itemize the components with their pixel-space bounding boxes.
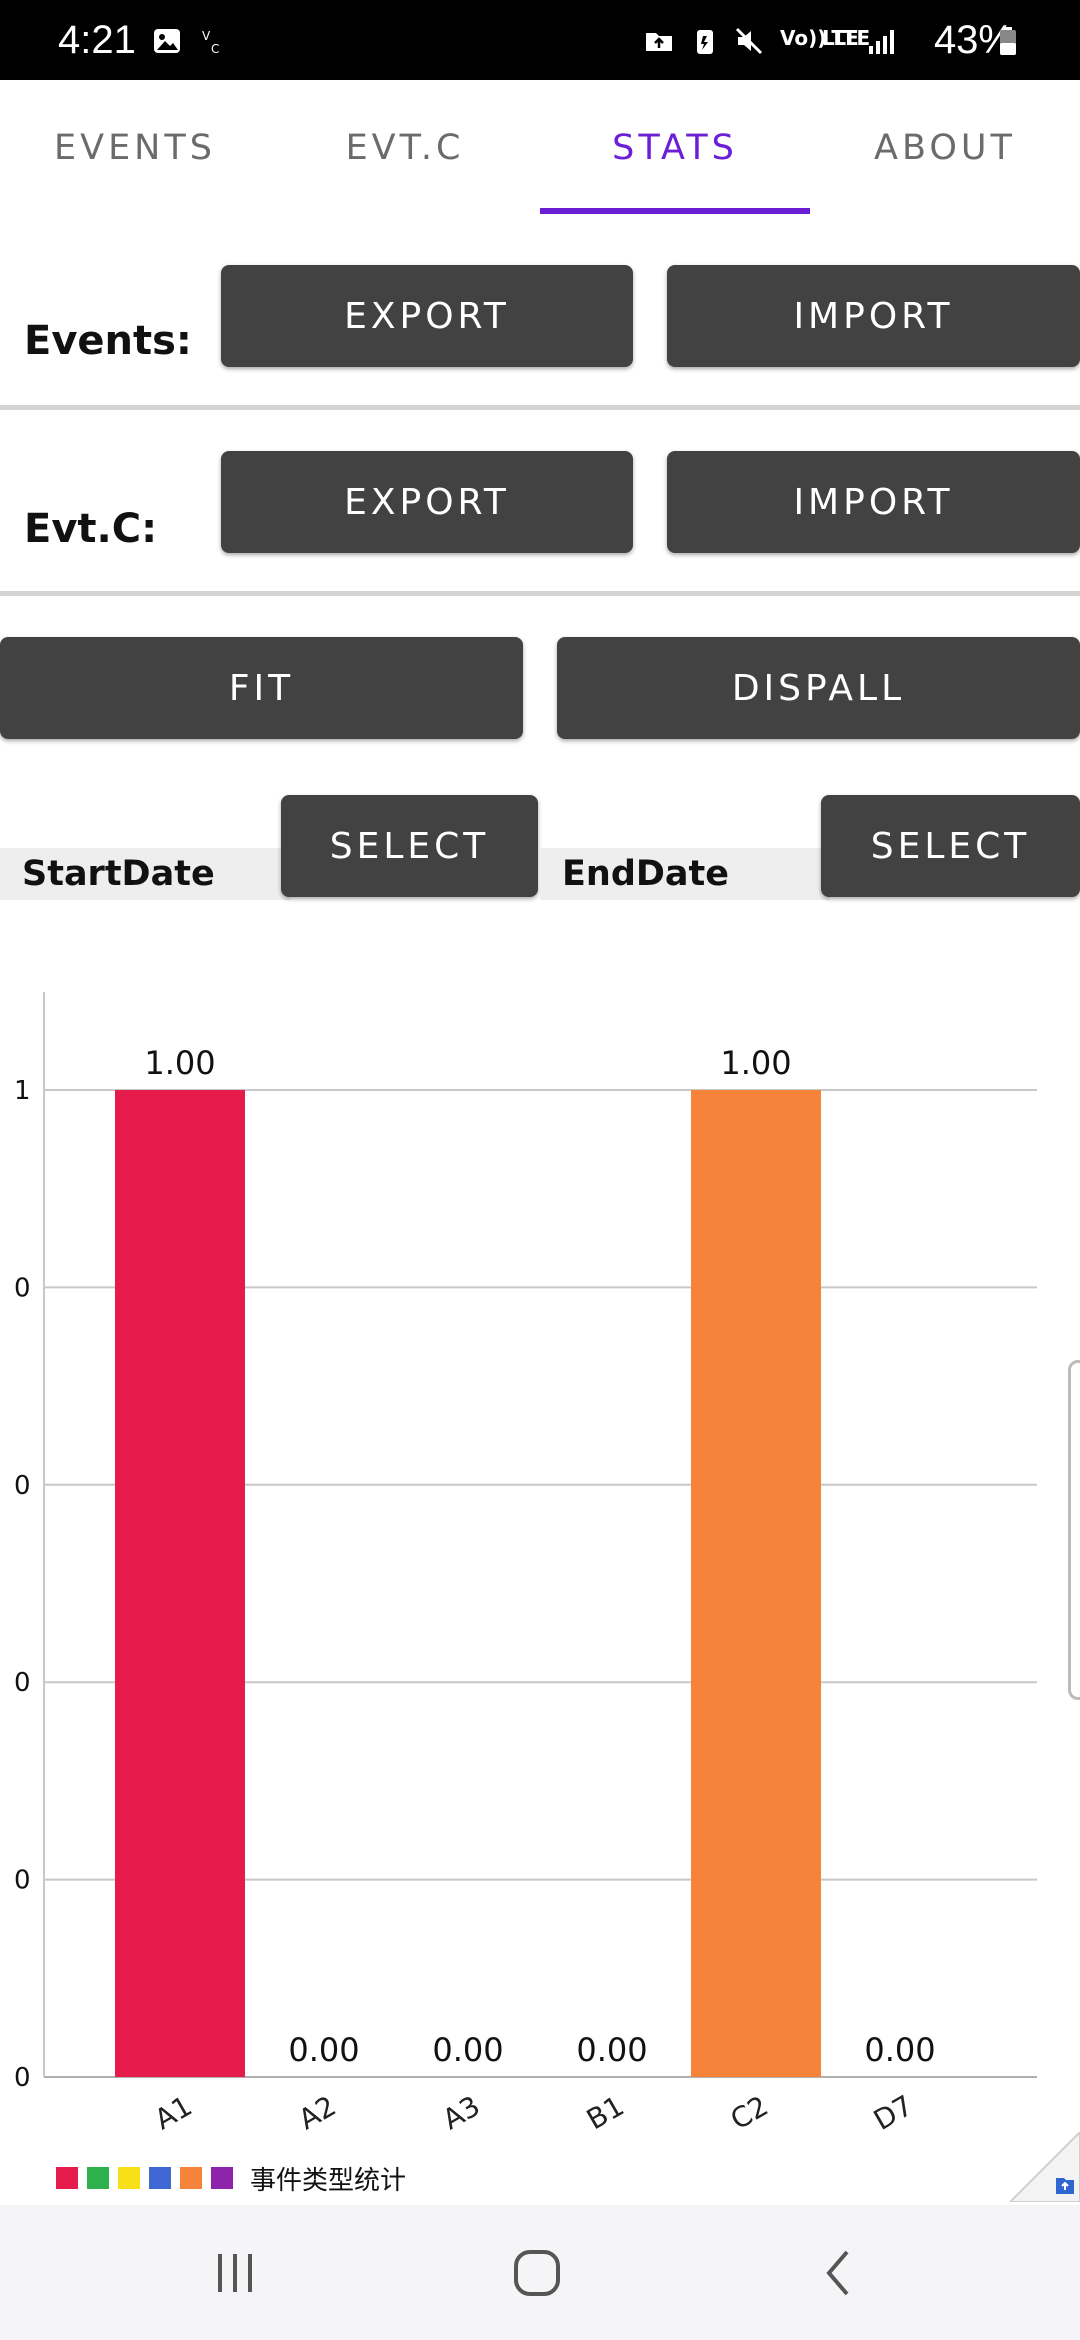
y-tick-label: 0 [14,1668,31,1698]
home-icon [514,2249,560,2296]
chart-legend: 事件类型统计 [56,2158,406,2198]
tab-bar: EVENTS EVT.C STATS ABOUT [0,80,1080,216]
bar-c2[interactable] [691,1090,821,2077]
events-import-button[interactable]: IMPORT [667,265,1080,367]
y-tick-label: 0 [14,1866,31,1896]
end-date-label: EndDate [540,848,830,900]
battery-icon [1000,27,1016,55]
legend-swatch [180,2167,202,2189]
tab-stats[interactable]: STATS [612,128,738,168]
navigation-bar [0,2205,1080,2340]
data-label: 1.00 [720,1044,791,1082]
x-tick-label: C2 [725,2089,774,2136]
start-date-select-button[interactable]: SELECT [281,795,538,897]
mute-icon [735,27,763,55]
x-tick-label: D7 [868,2089,919,2137]
data-label: 0.00 [288,2031,359,2069]
back-button[interactable] [740,2205,940,2340]
data-label: 0.00 [576,2031,647,2069]
gallery-icon [154,29,180,53]
corner-share-icon[interactable] [1010,2132,1080,2202]
x-tick-label: A3 [437,2089,486,2136]
vpn-icon: V C [202,29,219,56]
tab-evt-c[interactable]: EVT.C [345,128,465,168]
evtc-label: Evt.C: [24,506,158,552]
divider [0,591,1080,596]
fit-button[interactable]: FIT [0,637,523,739]
tab-events[interactable]: EVENTS [54,128,216,168]
status-time: 4:21 [58,18,136,62]
volte-label: Vo)) LTE [780,26,871,50]
legend-swatch [149,2167,171,2189]
x-tick-label: A1 [149,2089,198,2136]
active-tab-indicator [540,208,810,214]
y-tick-label: 1 [14,1076,31,1106]
evtc-export-button[interactable]: EXPORT [221,451,633,553]
events-export-button[interactable]: EXPORT [221,265,633,367]
legend-label: 事件类型统计 [250,2165,407,2196]
y-tick-label: 0 [14,1273,31,1303]
end-date-select-button[interactable]: SELECT [821,795,1080,897]
recent-apps-button[interactable] [135,2205,335,2340]
legend-swatch [56,2167,78,2189]
bar-a1[interactable] [115,1090,245,2077]
legend-swatch [118,2167,140,2189]
events-label: Events: [24,318,192,364]
x-tick-label: B1 [581,2089,630,2136]
back-icon [826,2250,849,2295]
dispall-button[interactable]: DISPALL [557,637,1080,739]
svg-text:C: C [211,42,219,56]
battery-saver-icon [697,30,713,54]
stats-bar-chart: 0 0 0 0 0 1 1.00 A1 0.00 A2 0.00 A3 0.00 B1 1.00 C2 0.00… [14,992,1037,2137]
legend-swatch [87,2167,109,2189]
svg-text:V: V [202,29,211,43]
x-tick-label: A2 [293,2089,342,2136]
y-tick-label: 0 [14,2063,31,2093]
home-button[interactable] [437,2205,637,2340]
divider [0,405,1080,410]
evtc-import-button[interactable]: IMPORT [667,451,1080,553]
scroll-handle[interactable] [1068,1360,1080,1700]
status-bar: 4:21 V C Vo)) LTE LTE 43% [0,0,1080,80]
legend-swatch [211,2167,233,2189]
tab-about[interactable]: ABOUT [874,128,1016,168]
recent-apps-icon [218,2253,252,2292]
signal-icon [869,30,894,54]
lte-label: LTE [822,26,859,50]
folder-upload-icon [646,33,672,51]
data-label: 1.00 [144,1044,215,1082]
y-tick-label: 0 [14,1471,31,1501]
start-date-label: StartDate [0,848,290,900]
data-label: 0.00 [432,2031,503,2069]
data-label: 0.00 [864,2031,935,2069]
